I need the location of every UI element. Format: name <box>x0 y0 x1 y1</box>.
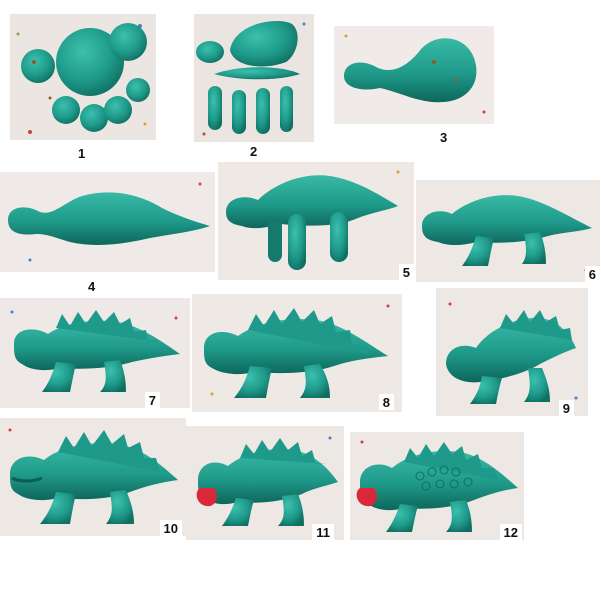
step-number: 7 <box>144 392 160 408</box>
step-number: 8 <box>378 394 394 410</box>
clay-body-tail-image <box>0 172 215 272</box>
clay-spikes-image <box>0 298 190 408</box>
step-6-photo: 6 <box>416 180 600 282</box>
step-12-photo: 12 <box>350 432 524 540</box>
step-1-photo <box>10 14 156 140</box>
clay-shapes-image <box>194 14 314 142</box>
step-number: 4 <box>88 279 96 294</box>
step-5-photo: 5 <box>218 162 414 280</box>
clay-legs-image <box>218 162 414 280</box>
step-number: 9 <box>558 400 574 416</box>
step-9-photo: 9 <box>436 288 588 416</box>
step-number: 10 <box>159 520 182 536</box>
step-3-photo <box>334 26 494 124</box>
clay-shaped-legs-image <box>416 180 600 282</box>
step-7-photo: 7 <box>0 298 190 408</box>
step-number: 2 <box>250 144 258 159</box>
clay-full-spikes-image <box>192 294 402 412</box>
step-number: 3 <box>440 130 448 145</box>
step-number: 11 <box>312 524 334 540</box>
step-2-photo <box>194 14 314 142</box>
step-11-photo: 11 <box>186 426 344 540</box>
step-number: 6 <box>584 266 600 282</box>
clay-balls-image <box>10 14 156 140</box>
clay-side-view-image <box>436 288 588 416</box>
step-4-photo <box>0 172 215 272</box>
clay-head-body-image <box>334 26 494 124</box>
step-10-photo: 10 <box>0 418 186 536</box>
step-number: 1 <box>78 146 86 161</box>
clay-mouth-image <box>0 418 186 536</box>
clay-final-dinosaur-image <box>350 432 524 540</box>
step-number: 12 <box>499 524 522 540</box>
step-number: 5 <box>398 264 414 280</box>
clay-tongue-image <box>186 426 344 540</box>
step-8-photo: 8 <box>192 294 402 412</box>
